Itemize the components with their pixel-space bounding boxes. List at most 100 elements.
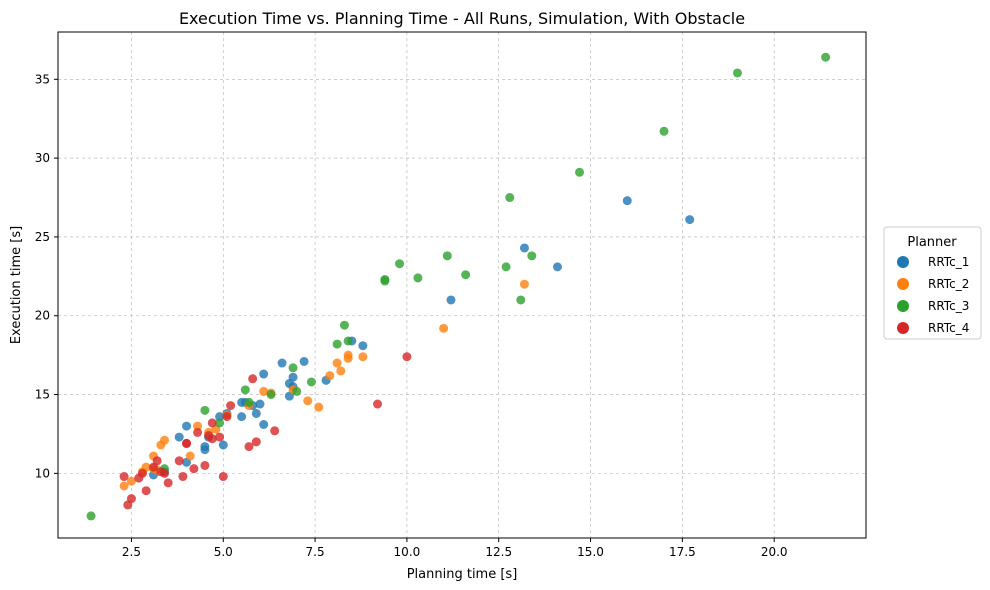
point-rrtc-2 [325, 371, 335, 381]
point-rrtc-4 [178, 472, 188, 482]
y-tick-label: 35 [35, 72, 50, 86]
point-rrtc-1 [259, 420, 269, 430]
point-rrtc-1 [446, 295, 456, 305]
point-rrtc-3 [821, 52, 831, 62]
legend-label: RRTc_2 [928, 277, 969, 291]
point-rrtc-3 [516, 295, 526, 305]
y-tick-label: 20 [35, 309, 50, 323]
x-axis-label: Planning time [s] [407, 567, 518, 582]
point-rrtc-2 [119, 481, 129, 491]
point-rrtc-3 [215, 418, 225, 428]
legend-label: RRTc_1 [928, 255, 969, 269]
x-tick-label: 20.0 [761, 545, 788, 559]
point-rrtc-4 [270, 426, 280, 436]
y-tick-label: 25 [35, 230, 50, 244]
point-rrtc-4 [215, 432, 225, 442]
point-rrtc-4 [126, 494, 136, 504]
point-rrtc-1 [685, 215, 695, 225]
point-rrtc-3 [240, 385, 250, 395]
point-rrtc-3 [343, 336, 353, 346]
point-rrtc-3 [732, 68, 742, 78]
point-rrtc-3 [200, 405, 210, 415]
y-axis-label: Execution time [s] [9, 226, 24, 344]
point-rrtc-4 [189, 464, 199, 474]
y-axis-ticks: 10 15 20 25 30 35 [35, 72, 58, 480]
point-rrtc-3 [501, 262, 511, 272]
x-tick-label: 2.5 [122, 545, 141, 559]
legend-title: Planner [907, 235, 957, 250]
legend-marker [897, 322, 909, 334]
point-rrtc-3 [86, 511, 96, 521]
point-rrtc-4 [226, 401, 236, 411]
point-rrtc-3 [332, 339, 342, 349]
point-rrtc-2 [439, 323, 449, 333]
point-rrtc-3 [266, 390, 276, 400]
x-axis-ticks: 2.5 5.0 7.5 10.0 12.5 15.0 17.5 20.0 [122, 538, 788, 559]
point-rrtc-3 [339, 320, 349, 330]
point-rrtc-1 [218, 440, 228, 450]
chart-title: Execution Time vs. Planning Time - All R… [179, 9, 745, 28]
point-rrtc-4 [193, 427, 203, 437]
point-rrtc-3 [288, 363, 298, 373]
point-rrtc-4 [182, 438, 192, 448]
point-rrtc-1 [182, 421, 192, 431]
point-rrtc-1 [288, 372, 298, 382]
point-rrtc-2 [193, 421, 203, 431]
point-rrtc-1 [174, 432, 184, 442]
data-points [86, 52, 831, 521]
point-rrtc-3 [244, 397, 254, 407]
point-rrtc-2 [259, 386, 269, 396]
point-rrtc-2 [160, 435, 170, 445]
point-rrtc-1 [299, 356, 309, 366]
point-rrtc-1 [277, 358, 287, 368]
point-rrtc-4 [402, 352, 412, 362]
x-tick-label: 17.5 [669, 545, 696, 559]
point-rrtc-4 [244, 442, 254, 452]
point-rrtc-2 [314, 402, 324, 412]
point-rrtc-4 [222, 412, 232, 422]
point-rrtc-3 [575, 167, 585, 177]
y-tick-label: 10 [35, 466, 50, 480]
legend-frame [883, 226, 982, 340]
point-rrtc-1 [622, 196, 632, 206]
point-rrtc-4 [207, 434, 217, 444]
point-rrtc-2 [519, 279, 529, 289]
y-tick-label: 15 [35, 388, 50, 402]
point-rrtc-4 [218, 472, 228, 482]
point-rrtc-2 [358, 352, 368, 362]
legend: Planner RRTc_1 RRTc_2 RRTc_3 RRTc_4 [883, 226, 982, 340]
point-rrtc-1 [251, 408, 261, 418]
point-rrtc-2 [343, 353, 353, 363]
point-rrtc-1 [358, 341, 368, 351]
point-rrtc-4 [137, 468, 147, 478]
x-tick-label: 12.5 [485, 545, 512, 559]
x-tick-label: 15.0 [577, 545, 604, 559]
point-rrtc-3 [659, 126, 669, 136]
legend-label: RRTc_4 [928, 321, 969, 335]
point-rrtc-1 [200, 445, 210, 455]
legend-label: RRTc_3 [928, 299, 969, 313]
point-rrtc-1 [259, 369, 269, 379]
point-rrtc-2 [336, 366, 346, 376]
point-rrtc-4 [200, 460, 210, 470]
point-rrtc-1 [237, 412, 247, 422]
point-rrtc-4 [152, 456, 162, 466]
grid-lines [58, 32, 866, 538]
x-tick-label: 7.5 [306, 545, 325, 559]
plot-frame [57, 31, 867, 539]
point-rrtc-1 [215, 412, 225, 422]
point-rrtc-1 [519, 243, 529, 253]
legend-marker [897, 278, 909, 290]
point-rrtc-4 [248, 374, 258, 384]
point-rrtc-3 [306, 377, 316, 387]
point-rrtc-4 [174, 456, 184, 466]
point-rrtc-2 [185, 451, 195, 461]
point-rrtc-2 [303, 396, 313, 406]
x-tick-label: 10.0 [394, 545, 421, 559]
point-rrtc-4 [160, 468, 170, 478]
point-rrtc-1 [255, 399, 265, 409]
point-rrtc-1 [552, 262, 562, 272]
point-rrtc-2 [332, 358, 342, 368]
point-rrtc-4 [163, 478, 173, 488]
